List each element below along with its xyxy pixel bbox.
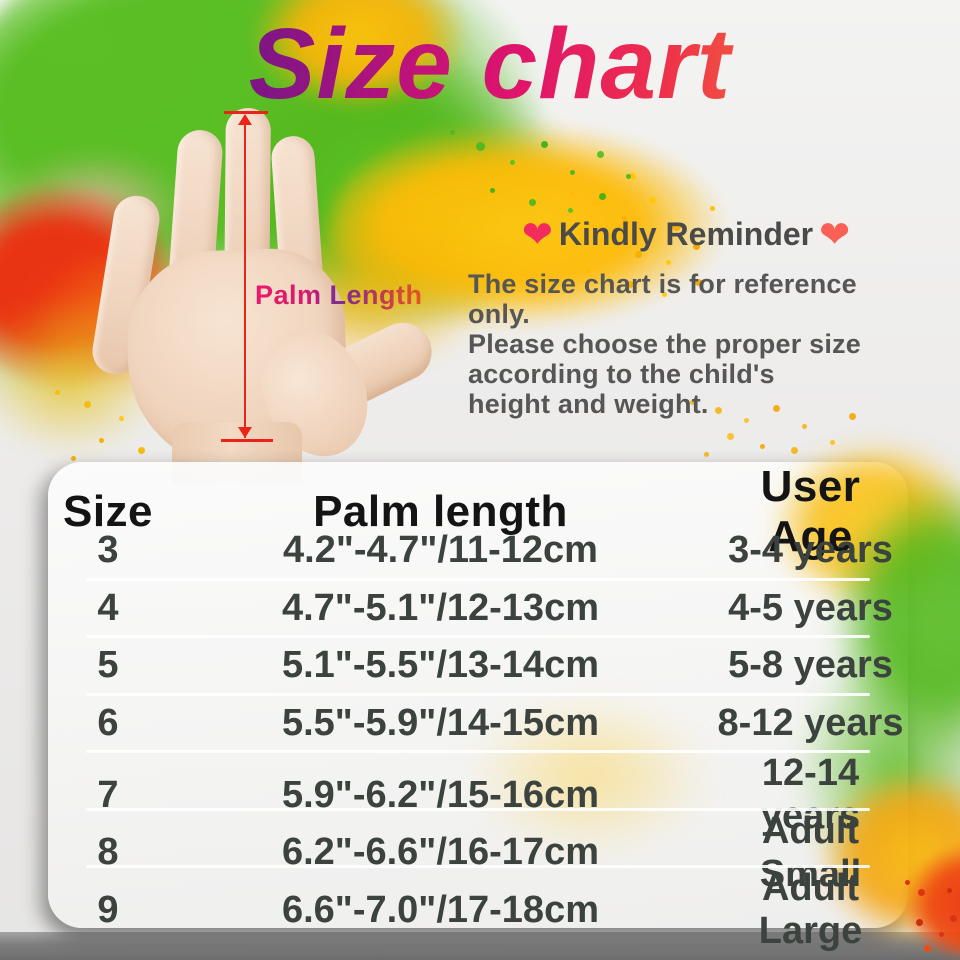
table-row: 8 6.2"-6.6"/16-17cm Adult Small bbox=[48, 810, 908, 895]
heart-icon: ❤ bbox=[521, 214, 553, 255]
size-value: 8 bbox=[97, 831, 119, 873]
user-age-value: 4-5 years bbox=[728, 586, 893, 629]
palm-length-value: 4.2"-4.7"/11-12cm bbox=[283, 529, 598, 572]
user-age-value: 8-12 years bbox=[717, 701, 904, 744]
size-value: 4 bbox=[97, 586, 119, 629]
size-table-card bbox=[48, 462, 908, 928]
table-row: 3 4.2"-4.7"/11-12cm 3-4 years bbox=[48, 522, 908, 580]
reminder-line: height and weight. bbox=[468, 389, 709, 419]
palm-length-measure-line bbox=[244, 116, 246, 438]
palm-length-value: 4.7"-5.1"/12-13cm bbox=[281, 586, 599, 629]
table-header-row: Size Palm length User Age bbox=[48, 462, 908, 561]
arrow-down-icon bbox=[238, 427, 252, 438]
size-value: 5 bbox=[97, 644, 119, 687]
palm-length-label: Palm Length bbox=[255, 280, 423, 310]
green-paint-dots bbox=[450, 130, 455, 135]
reminder-line: Please choose the proper size bbox=[468, 329, 861, 359]
table-row: 7 5.9"-6.2"/15-16cm 12-14 years bbox=[48, 752, 908, 837]
table-row: 4 4.7"-5.1"/12-13cm 4-5 years bbox=[48, 580, 908, 638]
size-value: 6 bbox=[97, 701, 119, 744]
column-header-palm-length: Palm length bbox=[313, 487, 568, 536]
reminder-body: The size chart is for reference only. Pl… bbox=[452, 269, 920, 419]
size-value: 9 bbox=[97, 888, 119, 931]
user-age-value: Adult Large bbox=[758, 867, 863, 952]
palm-length-value: 5.5"-5.9"/14-15cm bbox=[281, 701, 599, 744]
palm-length-value: 5.1"-5.5"/13-14cm bbox=[281, 644, 599, 687]
page-title: Size chart bbox=[150, 14, 830, 114]
column-header-size: Size bbox=[62, 487, 154, 536]
user-age-value: 5-8 years bbox=[728, 644, 893, 687]
table-row: 9 6.6"-7.0"/17-18cm Adult Large bbox=[48, 867, 908, 952]
yellow-paint-dots bbox=[570, 190, 575, 195]
size-table: Size Palm length User Age 3 4.2"-4.7"/11… bbox=[48, 462, 908, 952]
measure-bottom-cap bbox=[221, 439, 273, 442]
reminder-heading-text: Kindly Reminder bbox=[558, 216, 814, 252]
reminder-line: according to the child's bbox=[468, 359, 775, 389]
table-row: 6 5.5"-5.9"/14-15cm 8-12 years bbox=[48, 695, 908, 753]
user-age-value: 3-4 years bbox=[728, 529, 893, 572]
table-row: 5 5.1"-5.5"/13-14cm 5-8 years bbox=[48, 637, 908, 695]
size-value: 7 bbox=[97, 773, 119, 816]
reminder-heading: ❤ Kindly Reminder ❤ bbox=[452, 216, 920, 253]
bottom-shadow-band bbox=[0, 932, 960, 960]
palm-length-value: 6.6"-7.0"/17-18cm bbox=[281, 888, 599, 931]
reminder-block: ❤ Kindly Reminder ❤ The size chart is fo… bbox=[452, 216, 920, 419]
reminder-line: The size chart is for reference only. bbox=[468, 269, 857, 329]
heart-icon: ❤ bbox=[819, 214, 851, 255]
size-value: 3 bbox=[97, 529, 119, 572]
